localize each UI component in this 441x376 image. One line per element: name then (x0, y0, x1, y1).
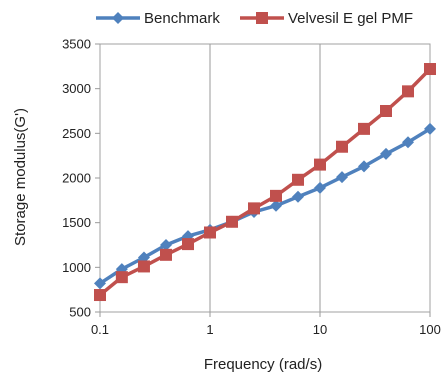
data-point (226, 215, 239, 228)
data-point (379, 147, 392, 160)
axes (95, 43, 431, 317)
data-point (379, 105, 392, 117)
data-point (269, 199, 282, 212)
data-point (336, 140, 349, 153)
data-point (358, 160, 371, 173)
data-point (424, 122, 436, 135)
data-point (159, 239, 172, 251)
tick-labels: 0.1 1 10 100 500 1000 1500 2000 2500 3000 3500 (62, 37, 441, 338)
legend-item: Benchmark (96, 10, 220, 27)
y-tick-label: 3000 (62, 81, 91, 96)
data-point (137, 260, 150, 273)
data-point (292, 190, 305, 203)
y-tick-label: 2500 (62, 126, 91, 141)
y-tick-label: 1500 (62, 215, 91, 230)
legend-item: Velvesil E gel PMF (240, 10, 413, 27)
y-tick-label: 3500 (62, 37, 91, 52)
x-tick-label: 0.1 (91, 322, 109, 337)
data-point (115, 271, 128, 284)
series-layer (94, 63, 436, 302)
data-point (248, 202, 261, 215)
data-point (292, 173, 305, 186)
x-tick-label: 1 (206, 322, 213, 337)
y-tick-label: 1000 (62, 260, 91, 275)
x-axis-title: Frequency (rad/s) (204, 356, 322, 373)
legend-label: Velvesil E gel PMF (288, 10, 413, 27)
data-point (159, 248, 172, 261)
data-point (314, 181, 326, 194)
x-tick-label: 100 (419, 322, 441, 337)
data-point (269, 189, 282, 202)
y-axis-title: Storage modulus(G') (12, 108, 29, 246)
data-point (182, 238, 195, 251)
data-point (402, 85, 415, 98)
data-point (94, 289, 106, 302)
data-point (336, 171, 349, 184)
series-line (99, 127, 431, 285)
legend-label: Benchmark (144, 10, 220, 27)
legend-marker (256, 12, 268, 24)
legend-marker (112, 12, 124, 24)
data-point (424, 63, 436, 76)
x-tick-label: 10 (313, 322, 327, 337)
legend: Benchmark Velvesil E gel PMF (96, 10, 413, 27)
data-point (94, 277, 106, 290)
y-tick-label: 500 (69, 305, 91, 320)
data-point (358, 122, 371, 135)
data-point (204, 226, 216, 239)
data-point (314, 158, 326, 171)
series-velvesil (94, 63, 436, 302)
series-line (98, 67, 432, 297)
y-tick-label: 2000 (62, 171, 91, 186)
data-point (402, 136, 415, 149)
